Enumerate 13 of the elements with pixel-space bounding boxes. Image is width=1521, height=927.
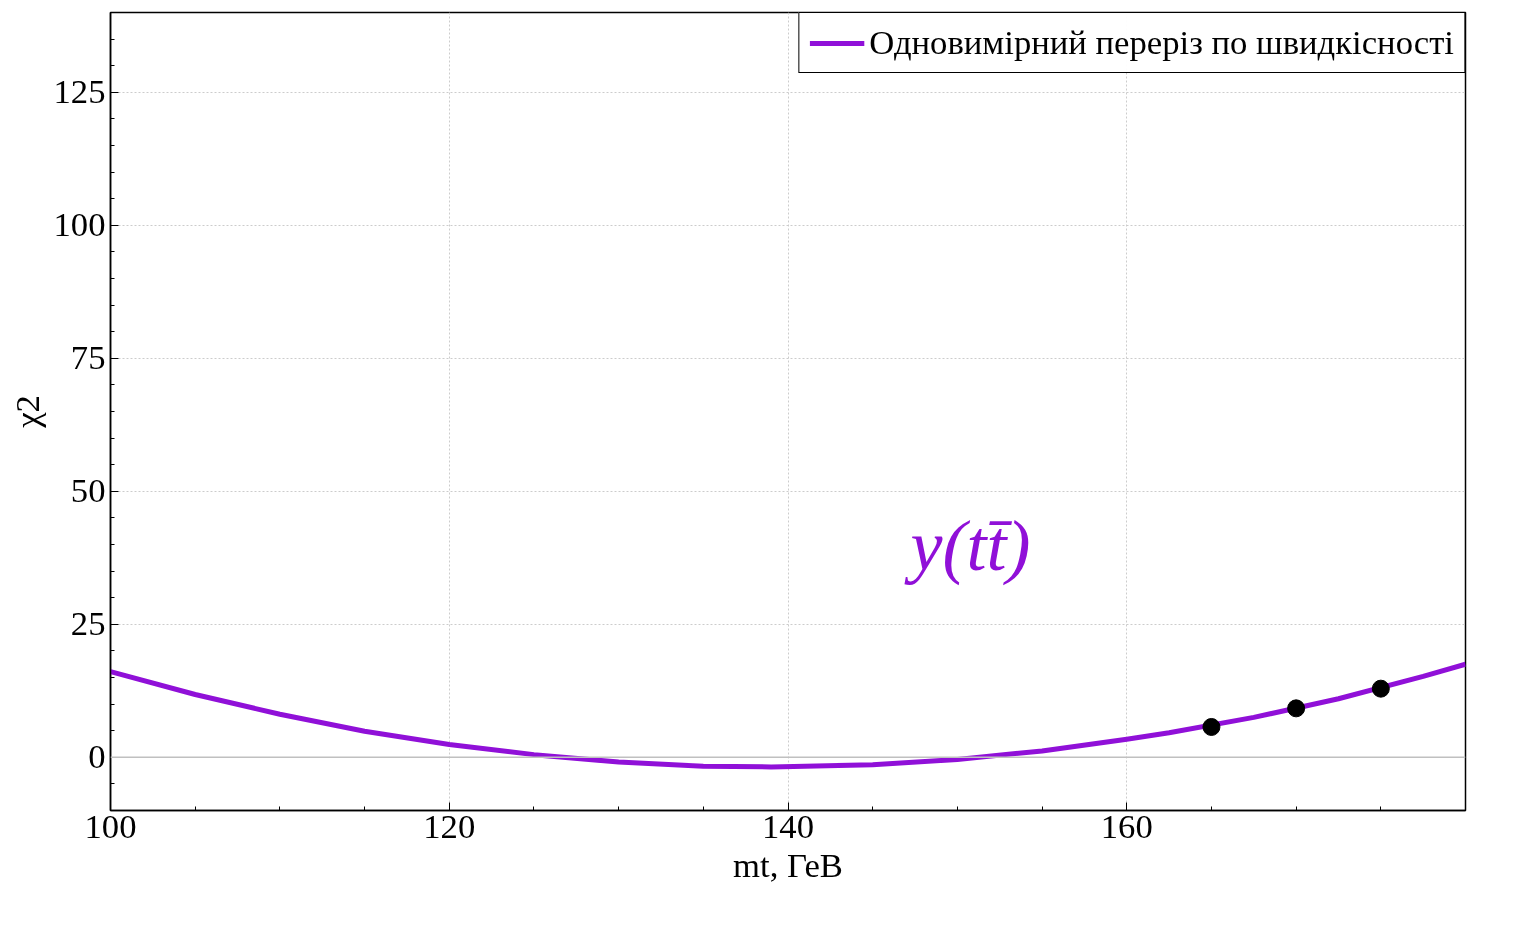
legend-label: Одновимірний переріз по швидкісності: [869, 23, 1454, 62]
y-tick-label: 50: [70, 471, 106, 510]
annotation: y(tt̄): [903, 505, 1031, 586]
x-tick-label: 160: [1100, 806, 1153, 845]
x-axis-title: mt, ГеВ: [733, 845, 843, 884]
y-tick-label: 100: [53, 205, 106, 244]
y-tick-label: 125: [53, 72, 106, 111]
y-tick-label: 0: [88, 737, 106, 776]
y-tick-label: 25: [70, 604, 106, 643]
y-axis-title: χ2: [7, 395, 46, 429]
x-tick-label: 120: [423, 806, 476, 845]
x-tick-label: 140: [762, 806, 814, 845]
y-tick-label: 75: [70, 338, 106, 377]
